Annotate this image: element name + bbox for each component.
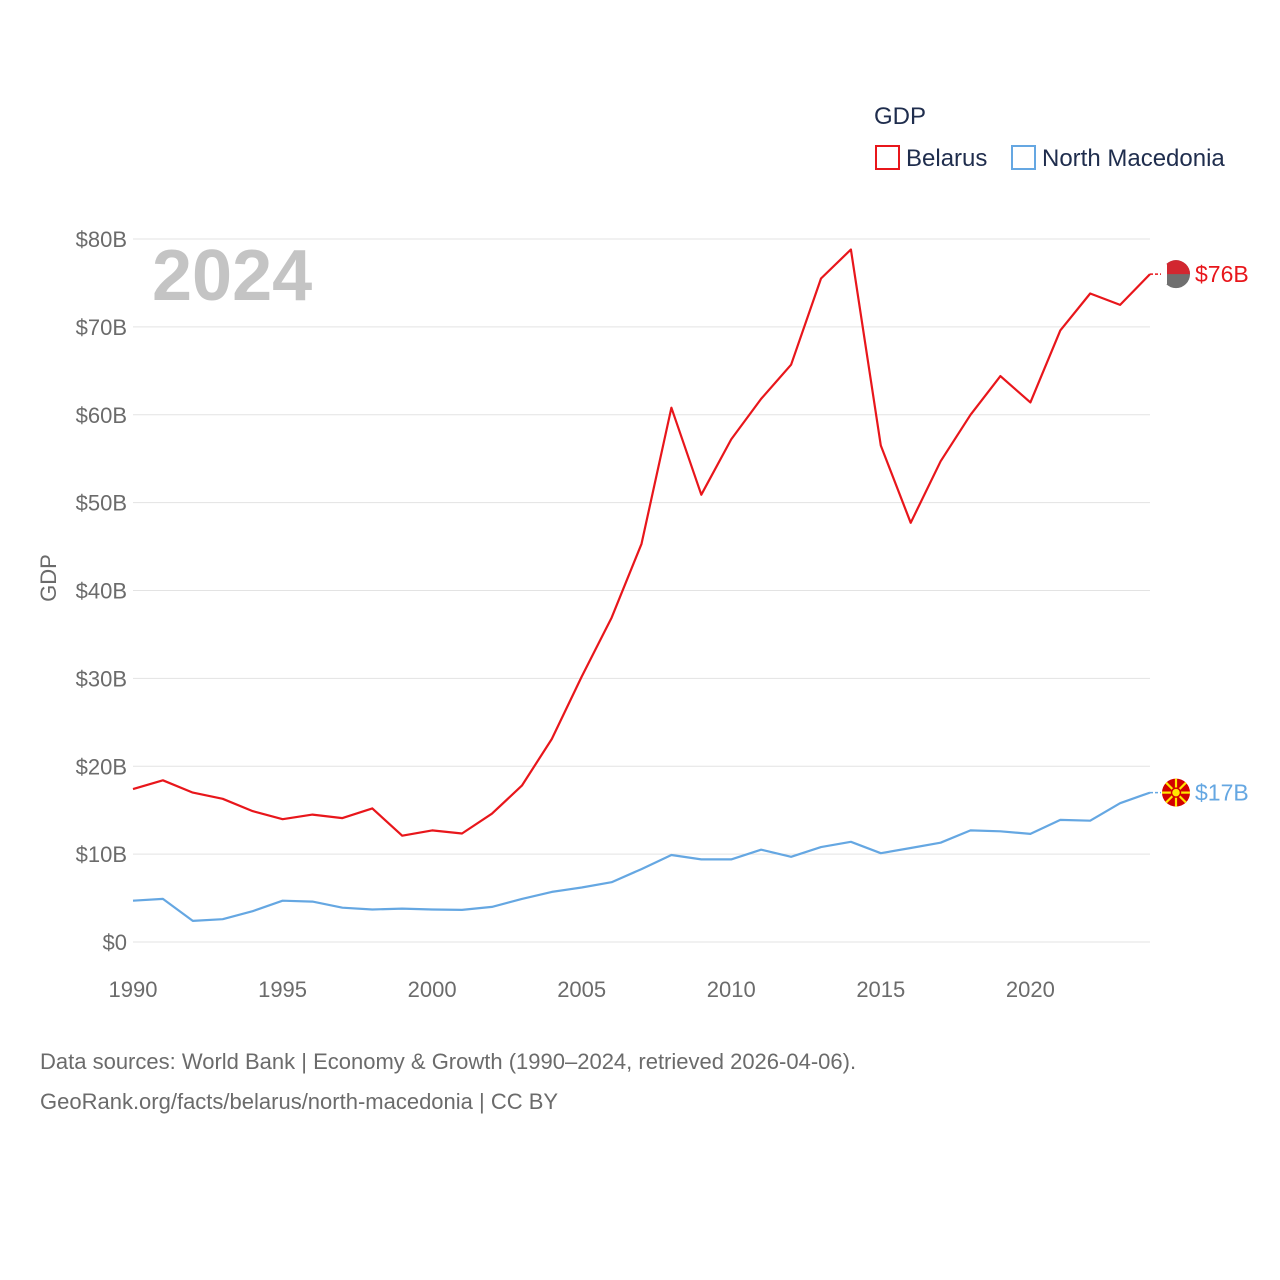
legend-item-belarus[interactable]: Belarus	[875, 145, 987, 172]
legend-title: GDP	[874, 103, 926, 130]
x-tick-label-2005: 2005	[557, 977, 606, 1002]
x-tick-label-1990: 1990	[109, 977, 158, 1002]
legend-label-north-macedonia: North Macedonia	[1042, 145, 1225, 172]
x-axis-ticks: 1990 1995 2000 2005 2010 2015 2020	[109, 977, 1055, 1002]
x-tick-label-1995: 1995	[258, 977, 307, 1002]
y-tick-label-10: $10B	[76, 842, 127, 867]
y-tick-label-40: $40B	[76, 579, 127, 604]
legend: GDP Belarus North Macedonia	[874, 103, 1225, 172]
series-line-north-macedonia[interactable]	[132, 791, 1151, 923]
y-axis-ticks: $0 $10B $20B $30B $40B $50B $60B $70B $80B	[76, 227, 127, 955]
series-line-belarus[interactable]	[132, 248, 1151, 837]
series-end-markers: $76B $17B	[1150, 260, 1249, 807]
x-tick-label-2015: 2015	[856, 977, 905, 1002]
legend-item-north-macedonia[interactable]: North Macedonia	[1011, 145, 1225, 172]
y-tick-label-30: $30B	[76, 666, 127, 691]
y-tick-label-60: $60B	[76, 403, 127, 428]
y-tick-label-0: $0	[103, 930, 127, 955]
end-value-label-belarus: $76B	[1195, 261, 1249, 287]
legend-swatch-belarus	[875, 145, 900, 170]
source-line-1: Data sources: World Bank | Economy & Gro…	[40, 1049, 857, 1074]
x-tick-label-2020: 2020	[1006, 977, 1055, 1002]
source-note: Data sources: World Bank | Economy & Gro…	[40, 1042, 856, 1122]
y-axis-title: GDP	[36, 554, 61, 602]
y-tick-label-70: $70B	[76, 315, 127, 340]
y-tick-label-50: $50B	[76, 491, 127, 516]
flag-icon-north-macedonia	[1162, 778, 1190, 807]
y-tick-label-80: $80B	[76, 227, 127, 252]
legend-label-belarus: Belarus	[906, 145, 987, 172]
flag-icon-belarus	[1162, 260, 1190, 289]
end-value-label-north-macedonia: $17B	[1195, 780, 1249, 806]
grid-lines	[133, 238, 1150, 943]
source-line-2: GeoRank.org/facts/belarus/north-macedoni…	[40, 1089, 559, 1114]
legend-swatch-north-macedonia	[1011, 145, 1036, 170]
x-tick-label-2000: 2000	[408, 977, 457, 1002]
year-label: 2024	[152, 236, 312, 316]
x-tick-label-2010: 2010	[707, 977, 756, 1002]
series-lines	[132, 248, 1151, 923]
y-tick-label-20: $20B	[76, 754, 127, 779]
